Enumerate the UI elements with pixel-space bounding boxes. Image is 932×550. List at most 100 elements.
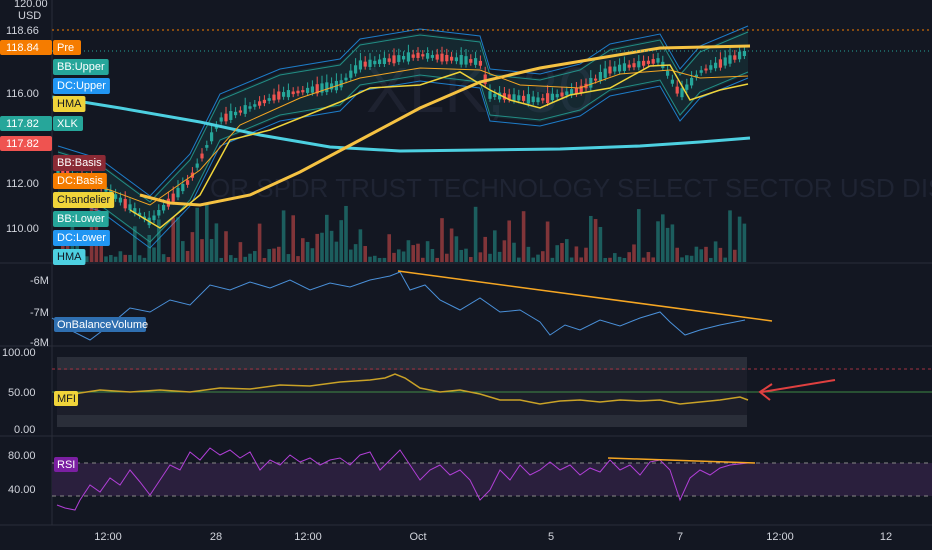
volume-bar xyxy=(214,223,219,262)
indicator-label: Chandelier xyxy=(57,194,111,206)
time-label: 7 xyxy=(677,531,683,543)
candle xyxy=(330,83,334,90)
candle xyxy=(493,93,497,98)
volume-bar xyxy=(267,249,271,262)
candle xyxy=(195,163,199,168)
volume-bar xyxy=(205,204,209,262)
candle xyxy=(738,51,742,60)
candle xyxy=(205,145,209,148)
volume-bar xyxy=(353,244,358,262)
volume-bar xyxy=(718,247,723,262)
candle xyxy=(560,92,564,97)
candle xyxy=(258,101,262,106)
badge-bg xyxy=(53,78,110,94)
candle xyxy=(248,106,252,109)
candle xyxy=(368,59,372,67)
candle xyxy=(354,65,358,74)
mfi-label: MFI xyxy=(57,393,76,405)
rsi-label: RSI xyxy=(57,459,75,471)
badge-bg xyxy=(0,40,52,55)
candle xyxy=(694,74,698,78)
candle xyxy=(272,94,276,101)
candle xyxy=(267,98,271,101)
volume-bar xyxy=(469,257,473,262)
volume-bar xyxy=(166,257,171,262)
currency: USD xyxy=(18,10,41,22)
rsi-line xyxy=(56,447,749,511)
candle xyxy=(622,63,626,71)
candle xyxy=(728,55,732,64)
watermark-description: OR SPDR TRUST TECHNOLOGY SELECT SECTOR U… xyxy=(210,173,932,203)
volume-bar xyxy=(608,257,612,262)
volume-bar xyxy=(229,255,233,262)
candle xyxy=(603,68,607,78)
badge-bg xyxy=(0,136,52,151)
volume-bar xyxy=(123,254,127,262)
indicator-label: BB:Upper xyxy=(57,61,105,73)
candle xyxy=(282,92,286,97)
candle xyxy=(498,92,502,100)
candle xyxy=(507,94,511,100)
volume-bar xyxy=(118,251,123,262)
obv-line xyxy=(51,271,746,341)
candle xyxy=(522,95,526,101)
candle xyxy=(373,60,377,65)
chandelier-line xyxy=(139,44,751,207)
candle xyxy=(670,79,674,84)
mfi-axis: 100.00 50.00 0.00 MFI xyxy=(2,347,78,436)
volume-bar xyxy=(104,256,108,262)
candle xyxy=(512,94,516,101)
volume-bar xyxy=(670,224,675,262)
candle xyxy=(618,64,622,72)
volume-bar xyxy=(646,252,651,262)
price-label: 112.00 xyxy=(6,178,39,190)
badge-bg xyxy=(53,173,107,189)
volume-bar xyxy=(310,248,315,262)
volume-bar xyxy=(737,216,742,262)
candle xyxy=(378,59,382,64)
badge-bg xyxy=(53,59,109,75)
candle xyxy=(704,68,708,71)
arrow-shaft xyxy=(761,379,836,393)
indicator-label: DC:Basis xyxy=(57,175,103,187)
volume-bar xyxy=(181,241,185,262)
candle xyxy=(469,59,473,63)
candle xyxy=(315,84,319,94)
symbol-tag: XLK xyxy=(57,118,78,130)
volume-bar xyxy=(550,257,555,262)
price-label: 110.00 xyxy=(6,223,39,235)
candle xyxy=(733,55,737,60)
badge-bg xyxy=(53,192,115,208)
badge-bg xyxy=(0,116,52,131)
volume-bar xyxy=(637,209,641,262)
candle xyxy=(454,57,458,62)
volume-bar xyxy=(512,242,516,262)
candle xyxy=(344,77,348,81)
volume-bar xyxy=(109,255,113,262)
indicator-label: BB:Lower xyxy=(57,213,105,225)
volume-bar xyxy=(632,244,636,262)
candle xyxy=(517,95,521,101)
candle xyxy=(546,93,550,104)
volume-bar xyxy=(656,221,660,262)
volume-bar xyxy=(325,214,329,262)
candle xyxy=(565,91,569,96)
candle xyxy=(306,87,310,93)
volume-bar xyxy=(358,229,363,262)
volume-bar xyxy=(680,257,684,262)
rsi-axis: 80.00 40.00 RSI xyxy=(8,450,78,496)
volume-bar xyxy=(454,236,459,262)
candle xyxy=(349,70,353,78)
volume-bar xyxy=(315,233,319,262)
volume-bar xyxy=(421,257,425,262)
badge-bg xyxy=(53,155,106,171)
candle xyxy=(474,58,478,65)
volume-bar xyxy=(286,254,291,262)
candle xyxy=(718,59,722,68)
candle xyxy=(464,56,468,65)
volume-bar xyxy=(689,255,694,262)
volume-bar xyxy=(435,257,439,262)
indicator-label: DC:Lower xyxy=(57,232,106,244)
indicator-label: HMA xyxy=(57,251,82,263)
